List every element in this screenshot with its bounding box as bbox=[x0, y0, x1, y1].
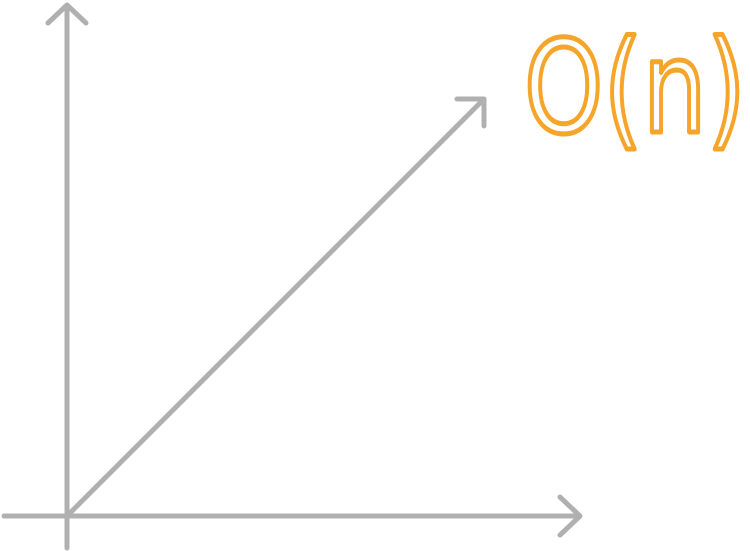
x-axis bbox=[1, 494, 583, 538]
y-axis-arrowhead bbox=[45, 2, 89, 26]
complexity-label: O(n) bbox=[524, 14, 746, 163]
diagonal-line bbox=[64, 97, 486, 519]
diagonal-arrowhead bbox=[454, 96, 487, 129]
y-axis bbox=[45, 2, 89, 551]
x-axis-arrowhead bbox=[557, 494, 583, 538]
growth-line bbox=[64, 96, 487, 519]
